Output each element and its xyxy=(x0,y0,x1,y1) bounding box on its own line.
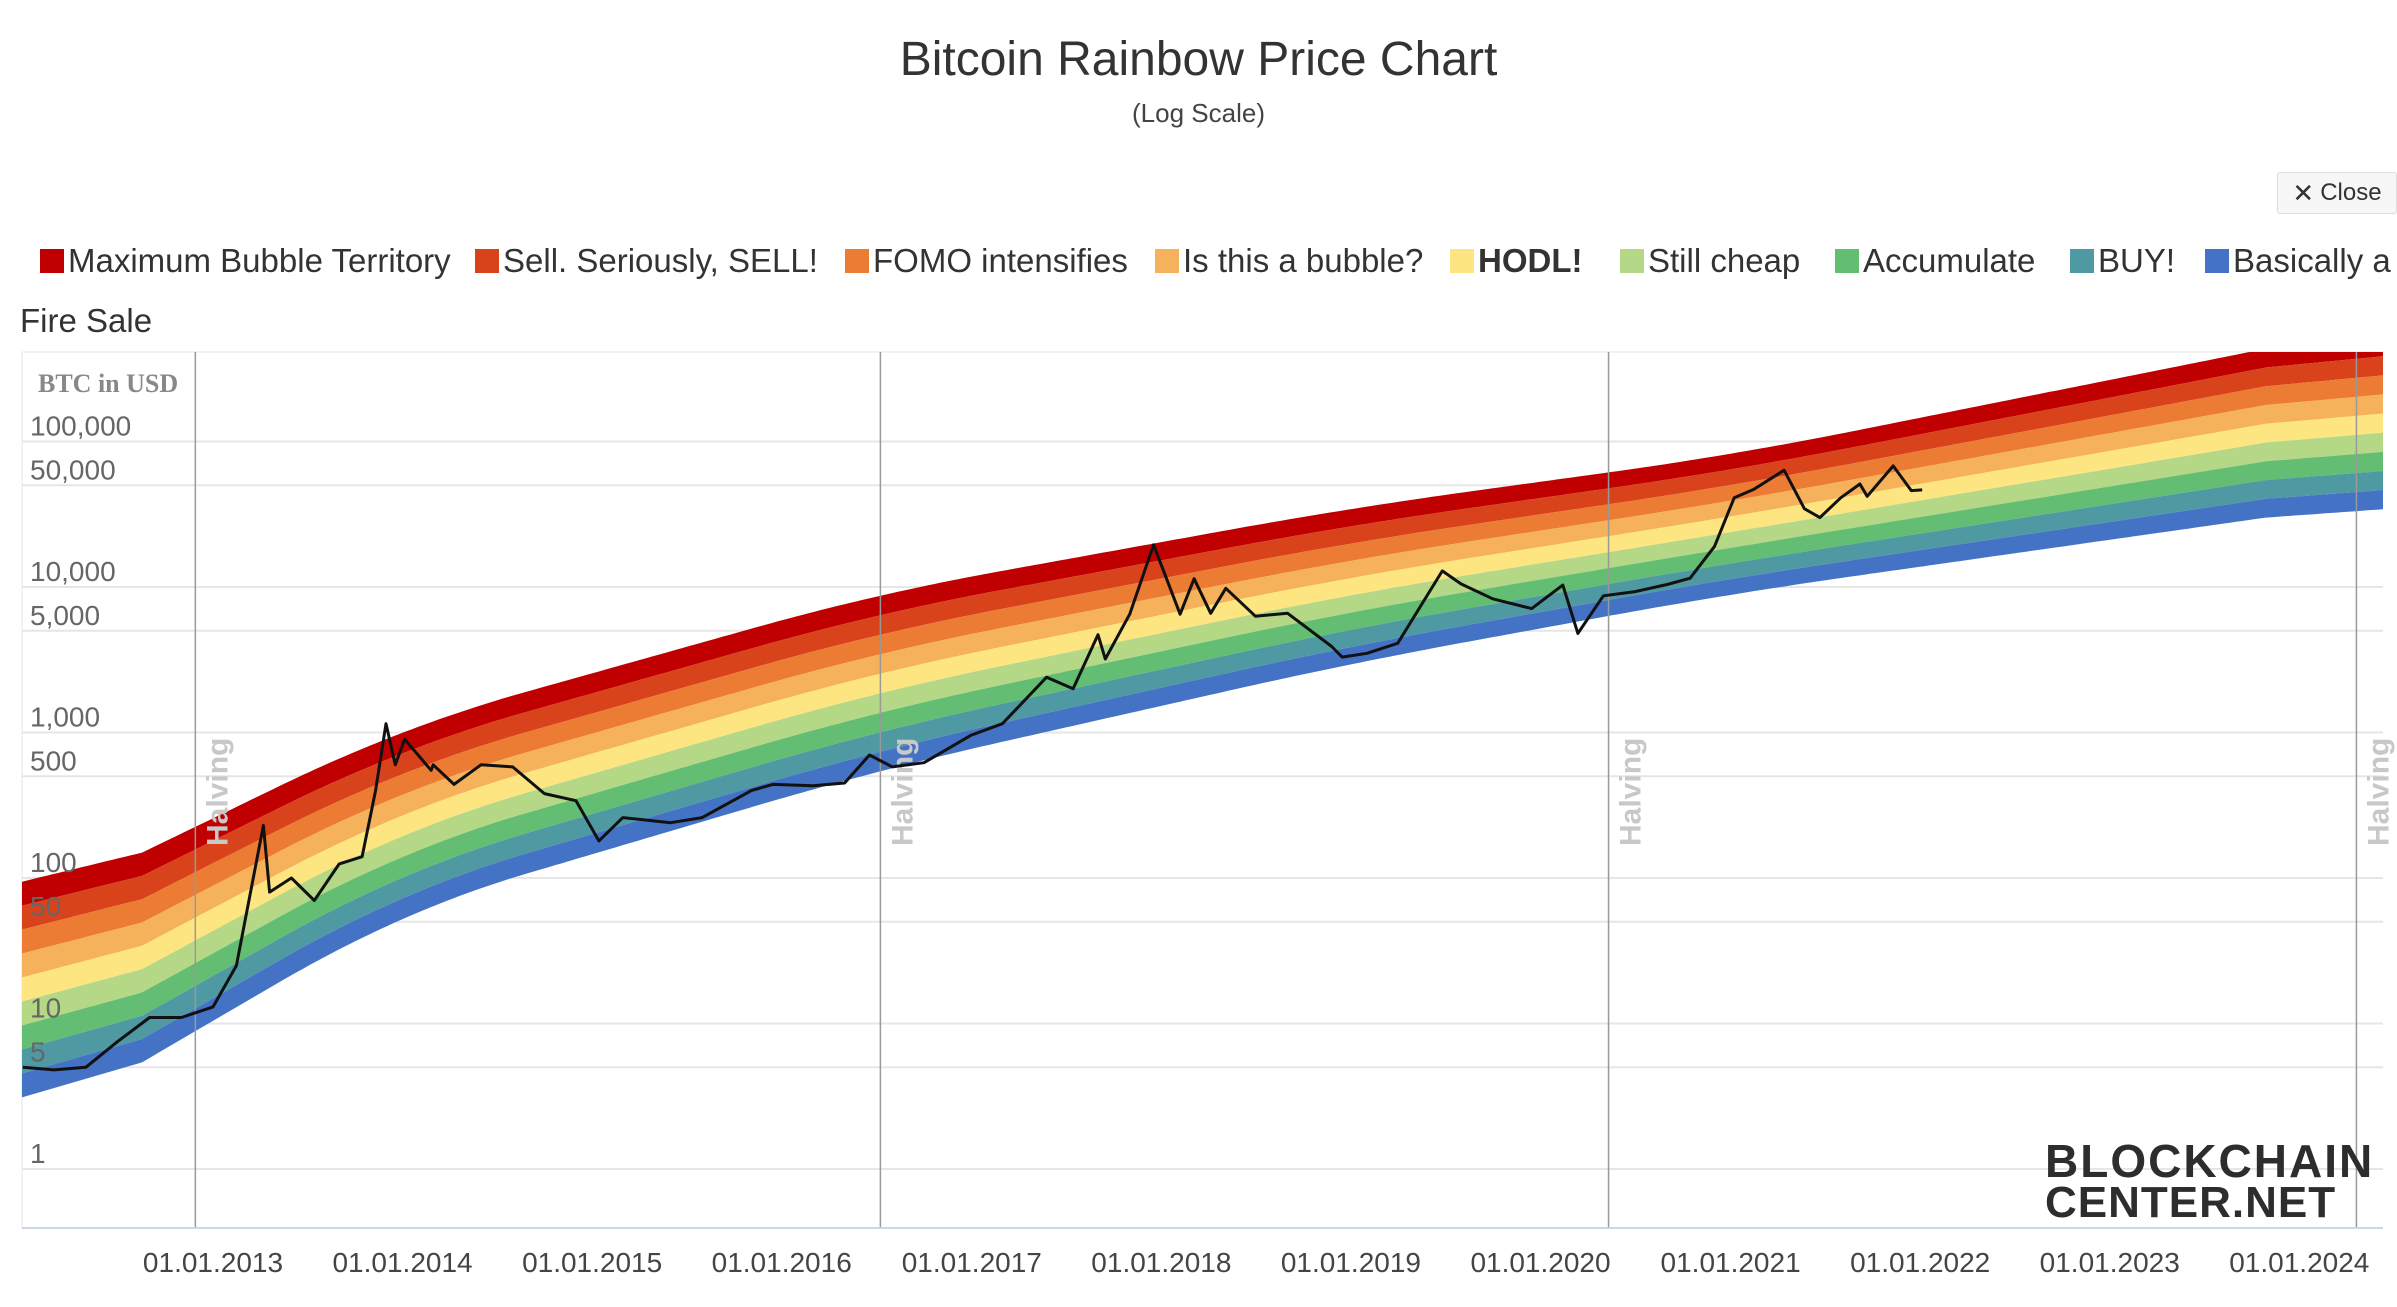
x-tick-label: 01.01.2024 xyxy=(2229,1247,2369,1278)
legend-item-3[interactable]: FOMO intensifies xyxy=(845,242,1128,280)
legend-label: Is this a bubble? xyxy=(1183,242,1424,279)
y-tick-label: 100 xyxy=(30,847,77,878)
legend-item-6[interactable]: Still cheap xyxy=(1620,242,1800,280)
chart-legend: Maximum Bubble Territory Sell. Seriously,… xyxy=(20,242,2391,352)
y-tick-label: 5 xyxy=(30,1036,46,1067)
x-tick-label: 01.01.2017 xyxy=(902,1247,1042,1278)
legend-swatch xyxy=(1450,249,1474,273)
blockchain-center-logo: BLOCKCHAIN CENTER.NET xyxy=(2045,1135,2375,1227)
x-tick-label: 01.01.2022 xyxy=(1850,1247,1990,1278)
x-tick-label: 01.01.2016 xyxy=(712,1247,852,1278)
y-tick-label: 100,000 xyxy=(30,411,131,442)
halving-label-1: Halving xyxy=(201,738,234,846)
close-icon: ✕ xyxy=(2292,177,2315,208)
legend-label-continued: Fire Sale xyxy=(20,302,153,339)
y-tick-label: 5,000 xyxy=(30,600,100,631)
y-tick-label: 1 xyxy=(30,1138,46,1169)
x-tick-label: 01.01.2019 xyxy=(1281,1247,1421,1278)
y-tick-label: 10,000 xyxy=(30,556,116,587)
x-tick-label: 01.01.2014 xyxy=(332,1247,472,1278)
x-tick-label: 01.01.2013 xyxy=(143,1247,283,1278)
legend-item-8[interactable]: BUY! xyxy=(2070,242,2175,280)
legend-swatch xyxy=(845,249,869,273)
close-label: Close xyxy=(2320,179,2382,206)
close-button[interactable]: ✕ Close xyxy=(2277,172,2397,214)
legend-label: Basically a xyxy=(2233,242,2391,279)
x-tick-label: 01.01.2023 xyxy=(2040,1247,2180,1278)
legend-swatch xyxy=(1835,249,1859,273)
legend-swatch xyxy=(1155,249,1179,273)
legend-swatch xyxy=(2205,249,2229,273)
legend-item-2[interactable]: Sell. Seriously, SELL! xyxy=(475,242,818,280)
y-axis-label: BTC in USD xyxy=(38,369,178,398)
legend-label: Maximum Bubble Territory xyxy=(68,242,451,279)
legend-swatch xyxy=(40,249,64,273)
y-tick-label: 50,000 xyxy=(30,454,116,485)
y-tick-label: 50 xyxy=(30,891,61,922)
chart-subtitle: (Log Scale) xyxy=(1132,98,1265,128)
x-tick-label: 01.01.2021 xyxy=(1661,1247,1801,1278)
legend-label: FOMO intensifies xyxy=(873,242,1128,279)
legend-label: Sell. Seriously, SELL! xyxy=(503,242,818,279)
legend-swatch xyxy=(2070,249,2094,273)
x-tick-label: 01.01.2018 xyxy=(1091,1247,1231,1278)
halving-label-4: Halving xyxy=(2362,738,2395,846)
rainbow-bands xyxy=(22,352,2383,1098)
legend-item-4[interactable]: Is this a bubble? xyxy=(1155,242,1423,280)
x-tick-label: 01.01.2015 xyxy=(522,1247,662,1278)
legend-item-1[interactable]: Maximum Bubble Territory xyxy=(40,242,451,280)
halving-label-3: Halving xyxy=(1615,738,1648,846)
legend-swatch xyxy=(1620,249,1644,273)
legend-label: BUY! xyxy=(2098,242,2176,279)
legend-label: Accumulate xyxy=(1863,242,2036,279)
y-tick-label: 500 xyxy=(30,745,77,776)
y-tick-label: 10 xyxy=(30,993,61,1024)
legend-swatch xyxy=(475,249,499,273)
legend-item-7[interactable]: Accumulate xyxy=(1835,242,2035,280)
legend-label: HODL! xyxy=(1478,242,1583,279)
legend-item-9[interactable]: Basically a xyxy=(2205,242,2391,280)
x-tick-label: 01.01.2020 xyxy=(1470,1247,1610,1278)
chart-title: Bitcoin Rainbow Price Chart xyxy=(899,33,1498,86)
btc-price-line xyxy=(22,464,1923,1072)
legend-item-5[interactable]: HODL! xyxy=(1450,242,1582,280)
halving-label-2: Halving xyxy=(886,738,919,846)
y-tick-label: 1,000 xyxy=(30,702,100,733)
legend-label: Still cheap xyxy=(1648,242,1801,279)
